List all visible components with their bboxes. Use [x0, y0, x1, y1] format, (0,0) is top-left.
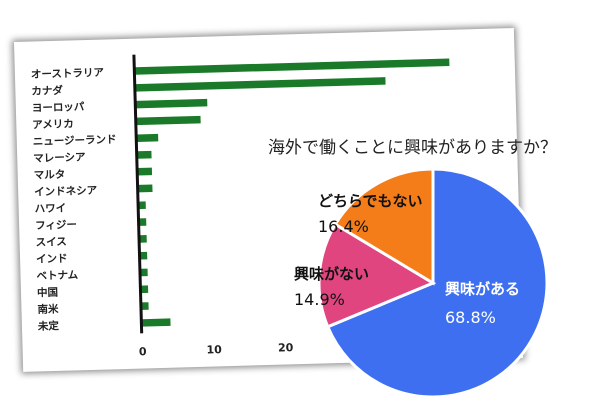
y-axis-line — [132, 54, 144, 334]
pie-chart-title: 海外で働くことに興味がありますか？ — [268, 138, 557, 158]
bar — [138, 218, 147, 226]
category-label: ヨーロッパ — [32, 101, 85, 114]
bar — [138, 184, 153, 193]
category-label: カナダ — [31, 84, 63, 98]
slice-value-label: 16.4% — [318, 217, 369, 236]
bar — [137, 167, 153, 176]
bar — [141, 318, 171, 327]
bar-chart-card: オーストラリア カナダヨーロッパアメリカニュージーランド マレーシアマルタインドネシ… — [14, 28, 524, 372]
category-label: 未定 — [37, 319, 60, 333]
bar-chart: オーストラリアカナダヨーロッパアメリカニュージーランドマレーシアマルタインドネシ… — [31, 54, 450, 358]
bar — [134, 58, 450, 75]
bar — [139, 251, 148, 260]
category-label: ハワイ — [35, 202, 67, 215]
bar — [140, 285, 149, 294]
x-tick-label: 20 — [278, 341, 294, 354]
slice-label: 興味がある — [445, 280, 520, 298]
bar — [137, 150, 152, 159]
bar — [136, 133, 159, 142]
category-label: インドネシア — [34, 185, 98, 199]
pie-slice — [317, 222, 437, 329]
bar — [140, 268, 148, 277]
category-label: スイス — [35, 236, 67, 249]
slice-value-label: 14.9% — [294, 290, 345, 309]
slice-label: 興味がない — [294, 265, 369, 283]
category-label: インド — [36, 253, 68, 266]
category-label: アメリカ — [32, 118, 74, 131]
bar — [135, 98, 208, 109]
category-label: 中国 — [37, 286, 58, 300]
category-label: 南米 — [37, 302, 59, 316]
bar — [135, 77, 386, 92]
category-label: ベトナム — [36, 269, 79, 282]
category-label: マルタ — [34, 169, 66, 182]
bar — [136, 115, 201, 126]
slice-value-label: 68.8% — [445, 308, 496, 327]
category-label: オーストラリア — [31, 67, 105, 81]
slice-label: どちらでもない — [318, 192, 423, 210]
x-tick-label: 0 — [139, 345, 147, 358]
bar — [139, 235, 147, 243]
x-tick-label: 10 — [206, 343, 222, 356]
category-label: フィジー — [35, 219, 77, 232]
pie-slice — [325, 167, 549, 399]
category-label: マレーシア — [33, 151, 86, 164]
bar — [138, 201, 146, 210]
pie-slice — [333, 167, 435, 286]
category-label: ニュージーランド — [33, 134, 117, 148]
bar — [141, 302, 149, 310]
